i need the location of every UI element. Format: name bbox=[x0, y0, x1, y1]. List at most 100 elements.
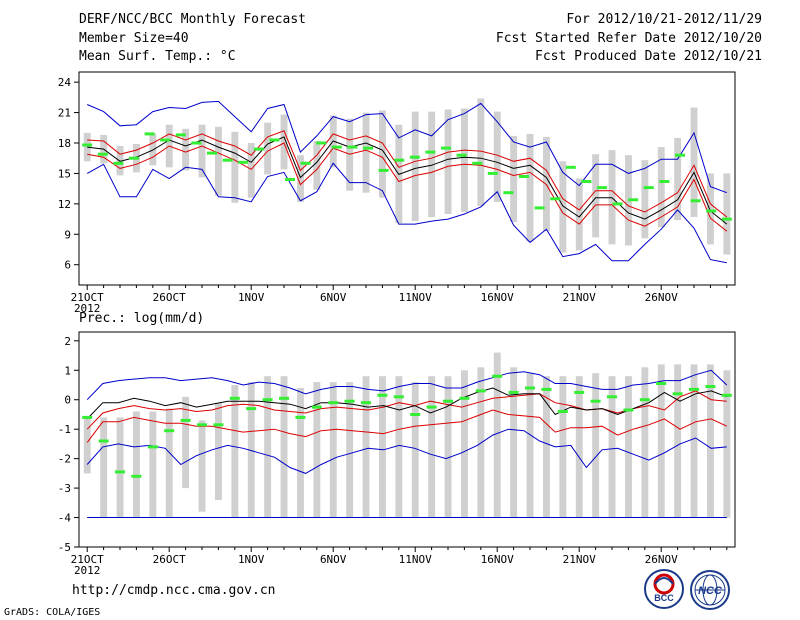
y-tick-label: -4 bbox=[58, 512, 72, 525]
box-bar bbox=[182, 128, 190, 171]
min-line bbox=[86, 162, 727, 264]
y-tick-label: 9 bbox=[64, 228, 71, 241]
min-line bbox=[86, 428, 727, 474]
header-produced-date: Fcst Produced Date 2012/10/21 bbox=[535, 49, 762, 64]
panel2-title: Prec.: log(mm/d) bbox=[79, 311, 205, 326]
box-bar bbox=[510, 135, 518, 223]
x-year-label: 2012 bbox=[74, 302, 101, 315]
box-bar bbox=[690, 364, 698, 518]
box-bar bbox=[264, 122, 272, 175]
box-bar bbox=[215, 402, 222, 500]
box-bar bbox=[690, 107, 698, 217]
box-bar bbox=[362, 112, 370, 193]
mean-line bbox=[86, 387, 727, 420]
box-bar bbox=[231, 131, 239, 203]
box-bar bbox=[379, 110, 386, 198]
box-bar bbox=[723, 370, 731, 518]
box-bar bbox=[264, 376, 272, 518]
box-bar bbox=[231, 385, 239, 518]
box-bar bbox=[149, 411, 157, 518]
box-bar bbox=[657, 147, 665, 228]
box-bar bbox=[395, 376, 403, 518]
box-bar bbox=[543, 376, 550, 518]
box-bar bbox=[723, 173, 731, 255]
header-forecast-period: For 2012/10/21-2012/11/29 bbox=[566, 12, 762, 27]
box-bar bbox=[674, 137, 682, 221]
box-bar bbox=[608, 376, 616, 518]
x-tick-label: 6NOV bbox=[320, 553, 347, 566]
x-tick-label: 26OCT bbox=[153, 291, 186, 304]
x-tick-label: 26NOV bbox=[645, 291, 678, 304]
box-bar bbox=[575, 178, 583, 251]
panel-1: 6 9 12 15 18 21 24 21OCT 26OCT 1NOV 6NOV 11NOV 16NOV… bbox=[58, 71, 736, 315]
box-bar bbox=[707, 173, 714, 245]
box-bar bbox=[247, 143, 255, 198]
footer-credit: GrADS: COLA/IGES bbox=[4, 607, 101, 618]
x-tick-label: 26NOV bbox=[645, 553, 678, 566]
upper-spread-line bbox=[86, 390, 727, 430]
box-bar bbox=[444, 109, 452, 214]
x-tick-label: 16NOV bbox=[481, 291, 514, 304]
y-tick-label: 2 bbox=[64, 335, 71, 348]
max-line bbox=[86, 369, 728, 401]
x-tick-label: 21OCT bbox=[71, 553, 104, 566]
box-bar bbox=[477, 98, 485, 206]
box-bar bbox=[83, 417, 91, 474]
box-bar bbox=[297, 155, 304, 202]
bcc-logo-text: BCC bbox=[654, 593, 674, 603]
y-tick-label: 24 bbox=[58, 76, 72, 89]
y-tick-label: 0 bbox=[64, 394, 71, 407]
box-bar bbox=[116, 417, 124, 518]
box-bar bbox=[313, 141, 321, 190]
box-bar bbox=[362, 376, 370, 518]
box-bar bbox=[510, 367, 518, 518]
box-bar bbox=[280, 114, 288, 170]
lower-spread-line bbox=[86, 409, 728, 443]
box-bar bbox=[100, 417, 108, 518]
panel-frame bbox=[78, 331, 736, 548]
x-tick-label: 21NOV bbox=[563, 291, 596, 304]
x-tick-label: 21NOV bbox=[563, 553, 596, 566]
bcc-logo: BCC bbox=[643, 568, 685, 610]
box-bar bbox=[428, 111, 436, 218]
box-bar bbox=[608, 150, 616, 245]
ncc-logo: NCC bbox=[688, 569, 732, 611]
x-tick-label: 11NOV bbox=[399, 553, 432, 566]
y-tick-label: -5 bbox=[58, 541, 71, 554]
y-tick-label: -3 bbox=[58, 482, 71, 495]
header-title: DERF/NCC/BCC Monthly Forecast bbox=[79, 12, 306, 27]
box-bar bbox=[559, 161, 567, 253]
box-bar bbox=[247, 382, 255, 518]
box-bar bbox=[526, 373, 534, 518]
x-tick-label: 21OCT bbox=[71, 291, 104, 304]
box-bar bbox=[411, 382, 419, 518]
header-start-date: Fcst Started Refer Date 2012/10/20 bbox=[495, 31, 762, 46]
box-bar bbox=[461, 370, 468, 518]
box-bar bbox=[657, 364, 665, 518]
box-bar bbox=[280, 376, 288, 518]
box-bar bbox=[641, 367, 649, 518]
box-bar bbox=[297, 388, 304, 518]
box-bar bbox=[198, 420, 206, 512]
box-bar bbox=[411, 111, 419, 222]
x-tick-label: 26OCT bbox=[153, 553, 186, 566]
ncc-logo-text: NCC bbox=[698, 585, 723, 597]
box-bar bbox=[461, 108, 468, 212]
box-bar bbox=[428, 376, 436, 518]
y-tick-label: 18 bbox=[58, 137, 71, 150]
box-bar bbox=[165, 408, 173, 518]
box-bar bbox=[182, 396, 190, 489]
box-bar bbox=[313, 382, 321, 518]
box-bar bbox=[526, 133, 534, 242]
lower-spread-line bbox=[87, 142, 728, 232]
y-tick-label: 1 bbox=[64, 364, 71, 377]
box-bar bbox=[493, 352, 501, 518]
footer-url[interactable]: http://cmdp.ncc.cma.gov.cn bbox=[72, 583, 276, 598]
box-bar bbox=[493, 111, 501, 202]
header-variable: Mean Surf. Temp.: °C bbox=[79, 49, 236, 64]
box-bar bbox=[625, 376, 632, 518]
x-tick-label: 6NOV bbox=[320, 291, 347, 304]
box-bar bbox=[329, 382, 337, 518]
box-bar bbox=[379, 376, 386, 518]
